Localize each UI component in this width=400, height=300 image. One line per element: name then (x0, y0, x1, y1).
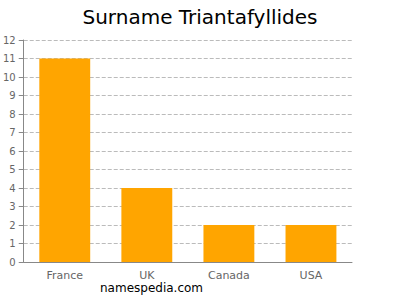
svg-text:1: 1 (9, 238, 15, 249)
svg-text:12: 12 (3, 35, 16, 46)
svg-text:8: 8 (9, 109, 15, 120)
svg-text:10: 10 (3, 72, 16, 83)
svg-text:2: 2 (9, 220, 15, 231)
svg-text:namespedia.com: namespedia.com (100, 281, 203, 295)
svg-text:0: 0 (9, 257, 15, 268)
svg-text:UK: UK (139, 269, 155, 282)
svg-text:9: 9 (9, 90, 15, 101)
svg-text:5: 5 (9, 164, 15, 175)
svg-text:Surname Triantafyllides: Surname Triantafyllides (82, 5, 317, 29)
svg-text:7: 7 (9, 127, 15, 138)
svg-text:USA: USA (300, 269, 323, 282)
svg-text:Canada: Canada (208, 269, 250, 282)
svg-text:4: 4 (9, 183, 15, 194)
svg-text:3: 3 (9, 201, 15, 212)
svg-text:11: 11 (3, 53, 16, 64)
svg-text:France: France (46, 269, 83, 282)
svg-text:6: 6 (9, 146, 15, 157)
